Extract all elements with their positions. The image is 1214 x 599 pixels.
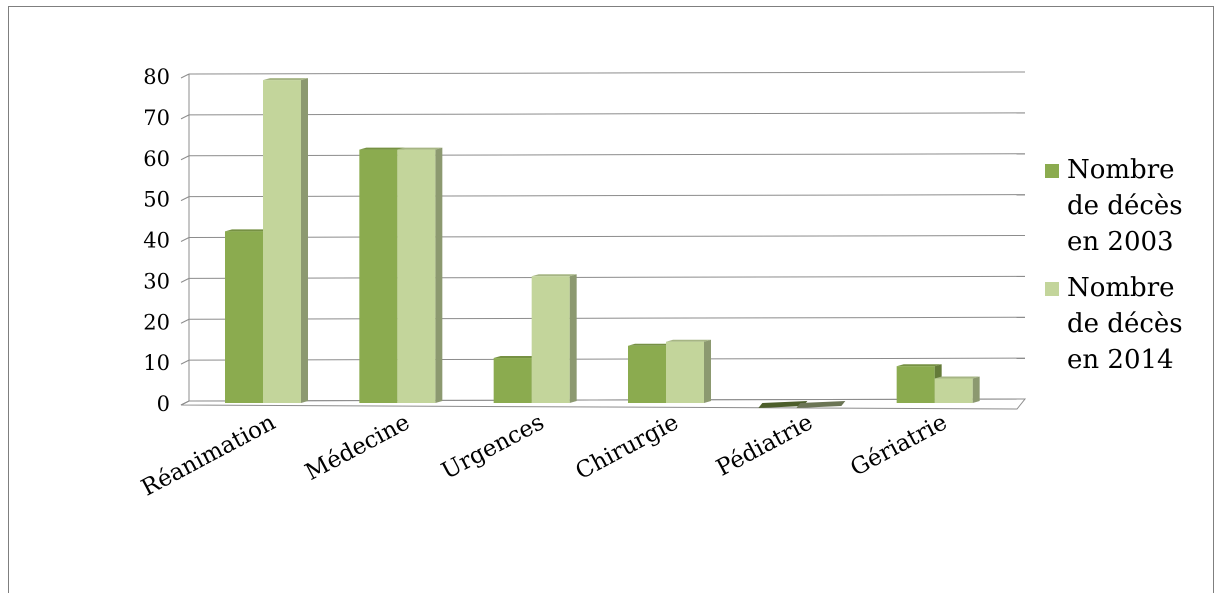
gridline-side [180,73,190,79]
bar-side [569,274,577,403]
bar-top [531,274,577,277]
bar-top [896,364,942,367]
gridline [188,112,1026,116]
y-tick-label: 30 [143,269,170,293]
bar-front [493,358,532,403]
bar-front [934,378,973,403]
bar-flat [796,401,846,408]
chart-frame: 0 10 20 30 40 50 60 70 80 Réanimation Médecine Urg… [8,6,1214,593]
gridline [188,153,1026,157]
gridline [188,357,1026,361]
bar [758,401,808,408]
bar-front [263,80,301,404]
x-tick-label: Réanimation [137,409,280,501]
x-tick-label: Urgences [438,409,549,484]
y-axis-ticks: 0 10 20 30 40 50 60 70 80 [143,65,170,416]
gridline [188,316,1026,320]
y-tick-label: 60 [143,147,170,171]
x-tick-label: Gériatrie [846,409,951,481]
gridline [188,71,1026,75]
bar-top [666,339,711,342]
y-tick-label: 10 [143,351,170,375]
bar-top [263,78,308,81]
bar [796,401,846,408]
bar [263,78,308,404]
bar-flat [758,401,808,408]
gridline-side [180,196,190,202]
bar-top [397,147,443,150]
legend-swatch [1045,282,1059,296]
bar-top [628,343,673,346]
y-tick-label: 0 [157,392,170,416]
y-tick-label: 50 [143,188,170,212]
legend-entry[interactable]: Nombre de décès en 2003 [1045,155,1183,257]
legend-label: Nombre [1067,155,1175,185]
gridline-side [180,237,190,242]
bar-front [225,231,263,403]
y-tick-label: 70 [143,106,170,130]
legend-label: Nombre [1067,273,1175,303]
gridline [188,275,1026,279]
bar-front [896,366,935,403]
bar [531,274,577,403]
gridline-side [180,359,190,365]
bar-front [531,276,570,403]
bar-front [628,345,666,403]
gridline [188,235,1026,238]
bar-chart: 0 10 20 30 40 50 60 70 80 Réanimation Médecine Urg… [137,65,1183,502]
x-axis-labels: Réanimation Médecine Urgences Chirurgie Pédi… [137,409,951,501]
gridline [188,194,1026,198]
legend-label: en 2014 [1067,345,1174,375]
x-tick-label: Chirurgie [571,409,682,485]
y-tick-label: 40 [143,229,170,253]
bar-top [359,147,405,150]
gridline-side [180,318,190,324]
bar [934,376,980,403]
bar-side [435,147,443,403]
bar-front [397,149,436,403]
legend-swatch [1045,164,1059,178]
bar [397,147,443,403]
gridline-side [180,400,190,406]
x-tick-label: Médecine [301,409,414,486]
bar-side [301,78,308,404]
bar-top [493,356,539,359]
bar-side [972,376,980,403]
bar-front [666,341,704,403]
y-tick-label: 80 [143,65,170,89]
legend-label: de décès [1067,191,1183,221]
legend[interactable]: Nombre de décès en 2003 Nombre de décès en 20… [1045,155,1183,375]
bar [359,147,405,403]
legend-entry[interactable]: Nombre de décès en 2014 [1045,273,1183,375]
bar-side [704,339,711,403]
y-tick-label: 20 [143,310,170,334]
gridline [188,398,1026,402]
bars [225,78,980,408]
x-tick-label: Pédiatrie [712,409,817,481]
bar-top [225,229,270,232]
gridline-side [180,155,190,161]
legend-label: de décès [1067,309,1183,339]
bar [666,339,711,403]
bar-front [359,149,398,403]
gridline-side [180,277,190,283]
bar-top [934,376,980,379]
gridline-side [180,114,190,120]
legend-label: en 2003 [1067,227,1174,257]
